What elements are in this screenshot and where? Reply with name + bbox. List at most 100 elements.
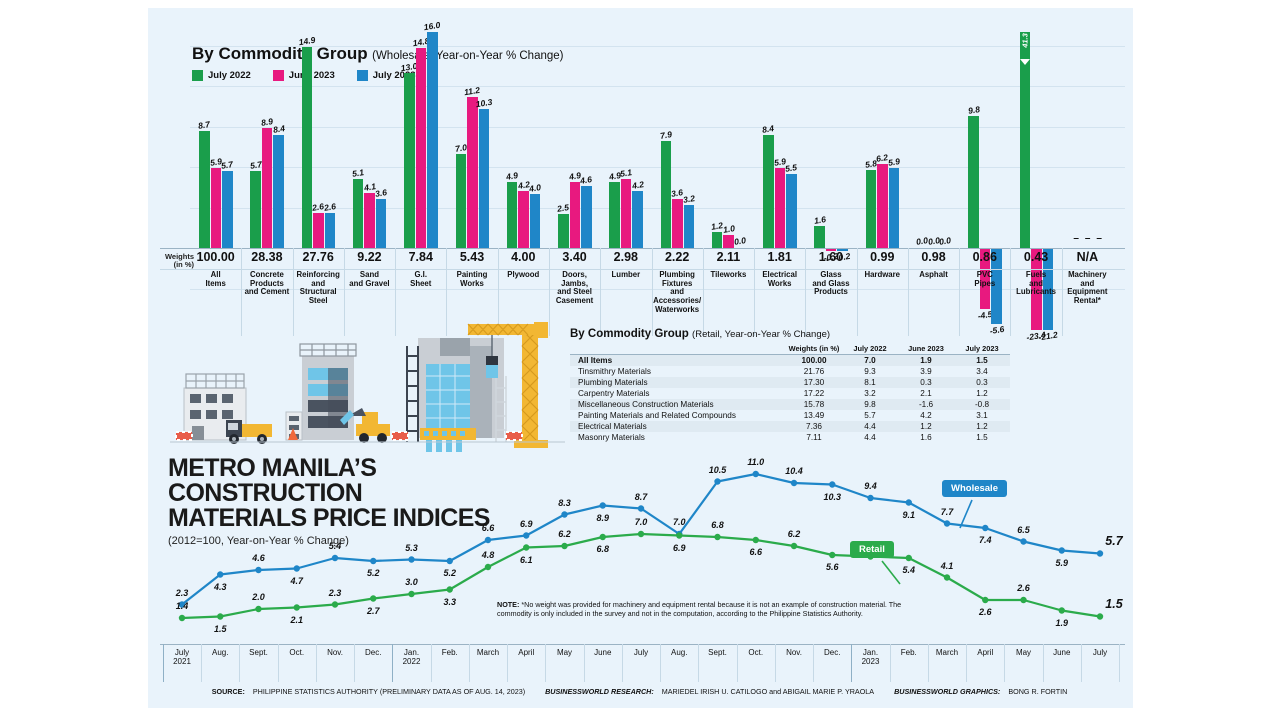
retail-value: 3.2	[864, 389, 876, 398]
line-data-point	[523, 532, 530, 539]
line-data-point	[1058, 607, 1065, 614]
tower-crane	[467, 322, 548, 448]
line-point-label: 10.3	[823, 491, 842, 502]
bar-value-label: 1.6	[813, 214, 827, 227]
line-point-label: 5.3	[405, 542, 418, 553]
category-name: Glass and Glass Products	[812, 270, 850, 297]
retail-value: 1.2	[976, 389, 988, 398]
line-data-point	[905, 554, 912, 562]
x-axis-label: Jan. 2023	[861, 648, 880, 667]
footnote-label: NOTE:	[497, 600, 520, 609]
line-point-label: 5.4	[902, 565, 916, 575]
category-cell: 7.84 G.I. Sheet	[395, 248, 446, 288]
line-point-label: 8.3	[558, 497, 571, 508]
bar-value-label: 7.0	[454, 141, 468, 154]
x-axis-label: Oct.	[289, 648, 305, 657]
bar: 11.2	[464, 85, 481, 248]
line-point-label: 6.6	[481, 523, 495, 533]
bar-value-label: 41.3	[1020, 33, 1030, 48]
line-point-label: 2.3	[175, 587, 189, 598]
category-cell: 1.60 Glass and Glass Products	[805, 248, 856, 297]
category-name: Hardware	[864, 270, 901, 279]
category-separator	[959, 248, 961, 336]
headline-subtitle: (2012=100, Year-on-Year % Change)	[168, 535, 349, 547]
bar-value-label: 3.6	[374, 187, 388, 200]
retail-table-row: Electrical Materials 7.36 4.4 1.2 1.2	[570, 421, 1010, 432]
bar: 8.4	[272, 123, 285, 248]
category-separator	[702, 248, 704, 336]
category-separator	[1010, 248, 1012, 336]
bar: 3.2	[682, 193, 695, 248]
retail-value: 21.76	[803, 367, 825, 376]
credits-line: SOURCE: PHILIPPINE STATISTICS AUTHORITY …	[160, 687, 1125, 696]
category-separator	[241, 248, 243, 336]
category-cell: 27.76 Reinforcing and Structural Steel	[293, 248, 344, 306]
retail-value: 17.30	[786, 377, 842, 388]
x-axis-tick	[698, 644, 700, 682]
bar-gridline	[190, 207, 1125, 209]
graphics-text: BONG R. FORTIN	[1008, 687, 1068, 696]
retail-value: 4.4	[842, 421, 898, 432]
category-weight: 1.60	[818, 250, 844, 264]
bar: 7.9	[659, 129, 672, 248]
category-cell: 1.81 Electrical Works	[754, 248, 805, 288]
retail-title-sub: (Retail, Year-on-Year % Change)	[692, 329, 831, 340]
line-point-label: 2.1	[290, 614, 304, 625]
retail-value: 1.2	[954, 421, 1010, 432]
source-text: PHILIPPINE STATISTICS AUTHORITY (PRELIMI…	[252, 687, 526, 696]
x-axis-label: Sept.	[249, 648, 268, 657]
research-credit: BUSINESSWORLD RESEARCH: MARIEDEL IRISH U…	[545, 687, 880, 696]
category-weight: 0.43	[1023, 250, 1049, 264]
line-point-label: 4.6	[252, 553, 265, 563]
category-name: Reinforcing and Structural Steel	[296, 270, 340, 306]
bar: 8.4	[762, 123, 775, 248]
line-data-point	[982, 596, 989, 604]
category-separator	[754, 248, 756, 336]
bar-value-label: 4.2	[630, 179, 645, 192]
line-chart-svg	[178, 470, 1104, 622]
line-data-point	[752, 470, 759, 478]
x-axis-label: May	[556, 648, 573, 657]
line-point-label: 2.3	[328, 587, 342, 598]
left-margin	[0, 0, 148, 720]
line-point-label: 7.0	[634, 517, 648, 527]
weights-header: Weights (in %)	[164, 252, 194, 269]
line-data-point	[943, 520, 951, 527]
line-data-point	[905, 499, 912, 506]
line-data-point	[561, 542, 568, 550]
line-point-label: 9.4	[864, 481, 877, 491]
line-point-label: 11.0	[747, 457, 765, 467]
category-cell: 0.98 Asphalt	[908, 248, 959, 280]
bar: 9.8	[967, 104, 980, 248]
line-point-label: 6.8	[596, 544, 610, 554]
line-point-label: 5.6	[825, 562, 839, 572]
x-axis-label: Dec.	[824, 648, 841, 657]
line-chart-x-axis: July 2021 Aug. Sept. Oct. Nov. Dec. Jan. 2022 Feb…	[160, 644, 1125, 686]
footnote-text: *No weight was provided for machinery an…	[497, 600, 902, 618]
x-axis-tick	[315, 644, 317, 682]
category-cell: 0.99 Hardware	[857, 248, 908, 280]
line-data-point	[752, 536, 759, 544]
category-cell: 0.86 PVC Pipes	[959, 248, 1010, 288]
bar: 1.0	[722, 223, 735, 248]
retail-value: 5.7	[864, 411, 876, 420]
line-data-point	[217, 571, 224, 578]
category-weight: 7.84	[408, 250, 433, 264]
line-point-label: 5.4	[328, 541, 342, 551]
x-axis-label: Dec.	[365, 648, 382, 657]
x-axis-tick	[354, 644, 356, 682]
x-axis-label: April	[977, 648, 994, 657]
bar: 2.5	[557, 202, 570, 248]
bar-value-label: 10.3	[474, 96, 493, 110]
retail-value: 9.3	[864, 367, 876, 376]
wholesale-callout: Wholesale	[942, 480, 1007, 497]
category-weight: 0.99	[870, 250, 895, 264]
main-headline: METRO MANILA’S CONSTRUCTION MATERIALS PR…	[168, 456, 548, 548]
price-index-line-chart: 2.3 4.3 4.6 4.7 5.4 5.2 5.3 5.2 6.6 6.9 8.3 8.9 8.7 7…	[160, 448, 1125, 648]
x-axis-tick	[392, 644, 394, 682]
retail-row-label: Electrical Materials	[570, 421, 786, 432]
line-point-label: 6.6	[749, 547, 763, 557]
category-weight: 2.11	[716, 250, 741, 264]
category-weight: 100.00	[196, 250, 235, 264]
